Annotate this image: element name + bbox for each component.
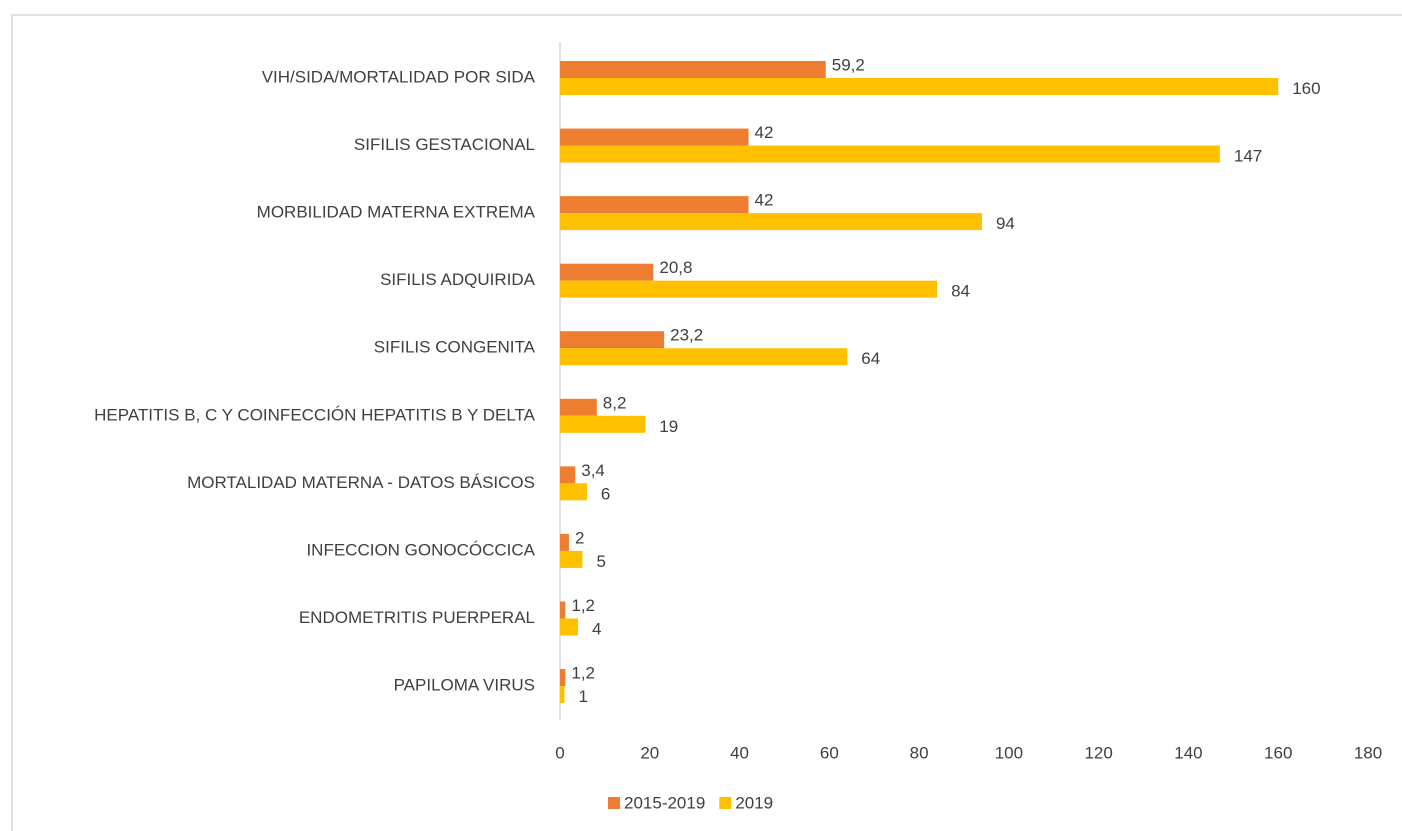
legend-swatch (608, 797, 620, 809)
legend-label: 2015-2019 (624, 793, 705, 812)
bar (560, 415, 646, 433)
x-tick-label: 60 (820, 743, 839, 762)
y-tick-label: ENDOMETRITIS PUERPERAL (299, 608, 535, 627)
bar (560, 331, 665, 349)
data-label: 3,4 (581, 461, 605, 480)
bar (560, 61, 826, 78)
bar (560, 550, 583, 568)
data-label: 1,2 (571, 596, 595, 615)
bar (560, 601, 566, 619)
data-label: 23,2 (670, 326, 703, 345)
x-tick-label: 0 (555, 743, 564, 762)
bar (560, 483, 587, 501)
y-tick-label: SIFILIS CONGENITA (374, 338, 536, 357)
bar (560, 398, 597, 416)
data-label: 42 (755, 191, 774, 210)
legend-label: 2019 (735, 793, 773, 812)
x-tick-label: 80 (910, 743, 929, 762)
x-tick-label: 40 (730, 743, 749, 762)
bar (560, 196, 749, 214)
data-label: 1,2 (571, 664, 595, 683)
bar (560, 128, 749, 146)
data-label: 20,8 (659, 258, 692, 277)
data-label: 147 (1234, 147, 1262, 166)
data-label: 8,2 (603, 393, 627, 412)
x-tick-label: 20 (640, 743, 659, 762)
y-tick-label: SIFILIS GESTACIONAL (354, 135, 535, 154)
bar (560, 669, 566, 687)
y-tick-label: INFECCION GONOCÓCCICA (306, 540, 535, 559)
bar (560, 78, 1279, 95)
bar (560, 145, 1220, 163)
data-label: 19 (659, 417, 678, 436)
bar (560, 263, 654, 281)
y-tick-label: PAPILOMA VIRUS (394, 676, 535, 695)
y-tick-label: MORTALIDAD MATERNA - DATOS BÁSICOS (187, 473, 535, 492)
bar (560, 686, 565, 704)
x-tick-label: 100 (995, 743, 1023, 762)
bar (560, 533, 569, 551)
x-tick-label: 140 (1174, 743, 1202, 762)
y-tick-label: VIH/SIDA/MORTALIDAD POR SIDA (262, 67, 536, 86)
y-tick-label: MORBILIDAD MATERNA EXTREMA (257, 203, 536, 222)
data-label: 42 (755, 123, 774, 142)
bar (560, 348, 848, 366)
x-tick-label: 180 (1354, 743, 1382, 762)
x-tick-label: 120 (1084, 743, 1112, 762)
bar (560, 280, 938, 298)
data-label: 84 (951, 282, 970, 301)
chart-border (11, 14, 1402, 831)
data-label: 4 (592, 619, 601, 638)
data-label: 2 (575, 528, 584, 547)
bar (560, 466, 576, 484)
data-label: 94 (996, 214, 1015, 233)
data-label: 59,2 (832, 55, 865, 74)
data-label: 1 (578, 687, 587, 706)
data-label: 64 (861, 349, 880, 368)
x-tick-label: 160 (1264, 743, 1292, 762)
bar (560, 213, 982, 231)
y-tick-label: SIFILIS ADQUIRIDA (380, 270, 536, 289)
data-label: 5 (596, 552, 605, 571)
bar (560, 618, 578, 636)
data-label: 6 (601, 484, 610, 503)
data-label: 160 (1292, 79, 1320, 98)
y-tick-label: HEPATITIS B, C Y COINFECCIÓN HEPATITIS B… (94, 405, 535, 424)
legend-swatch (719, 797, 732, 809)
